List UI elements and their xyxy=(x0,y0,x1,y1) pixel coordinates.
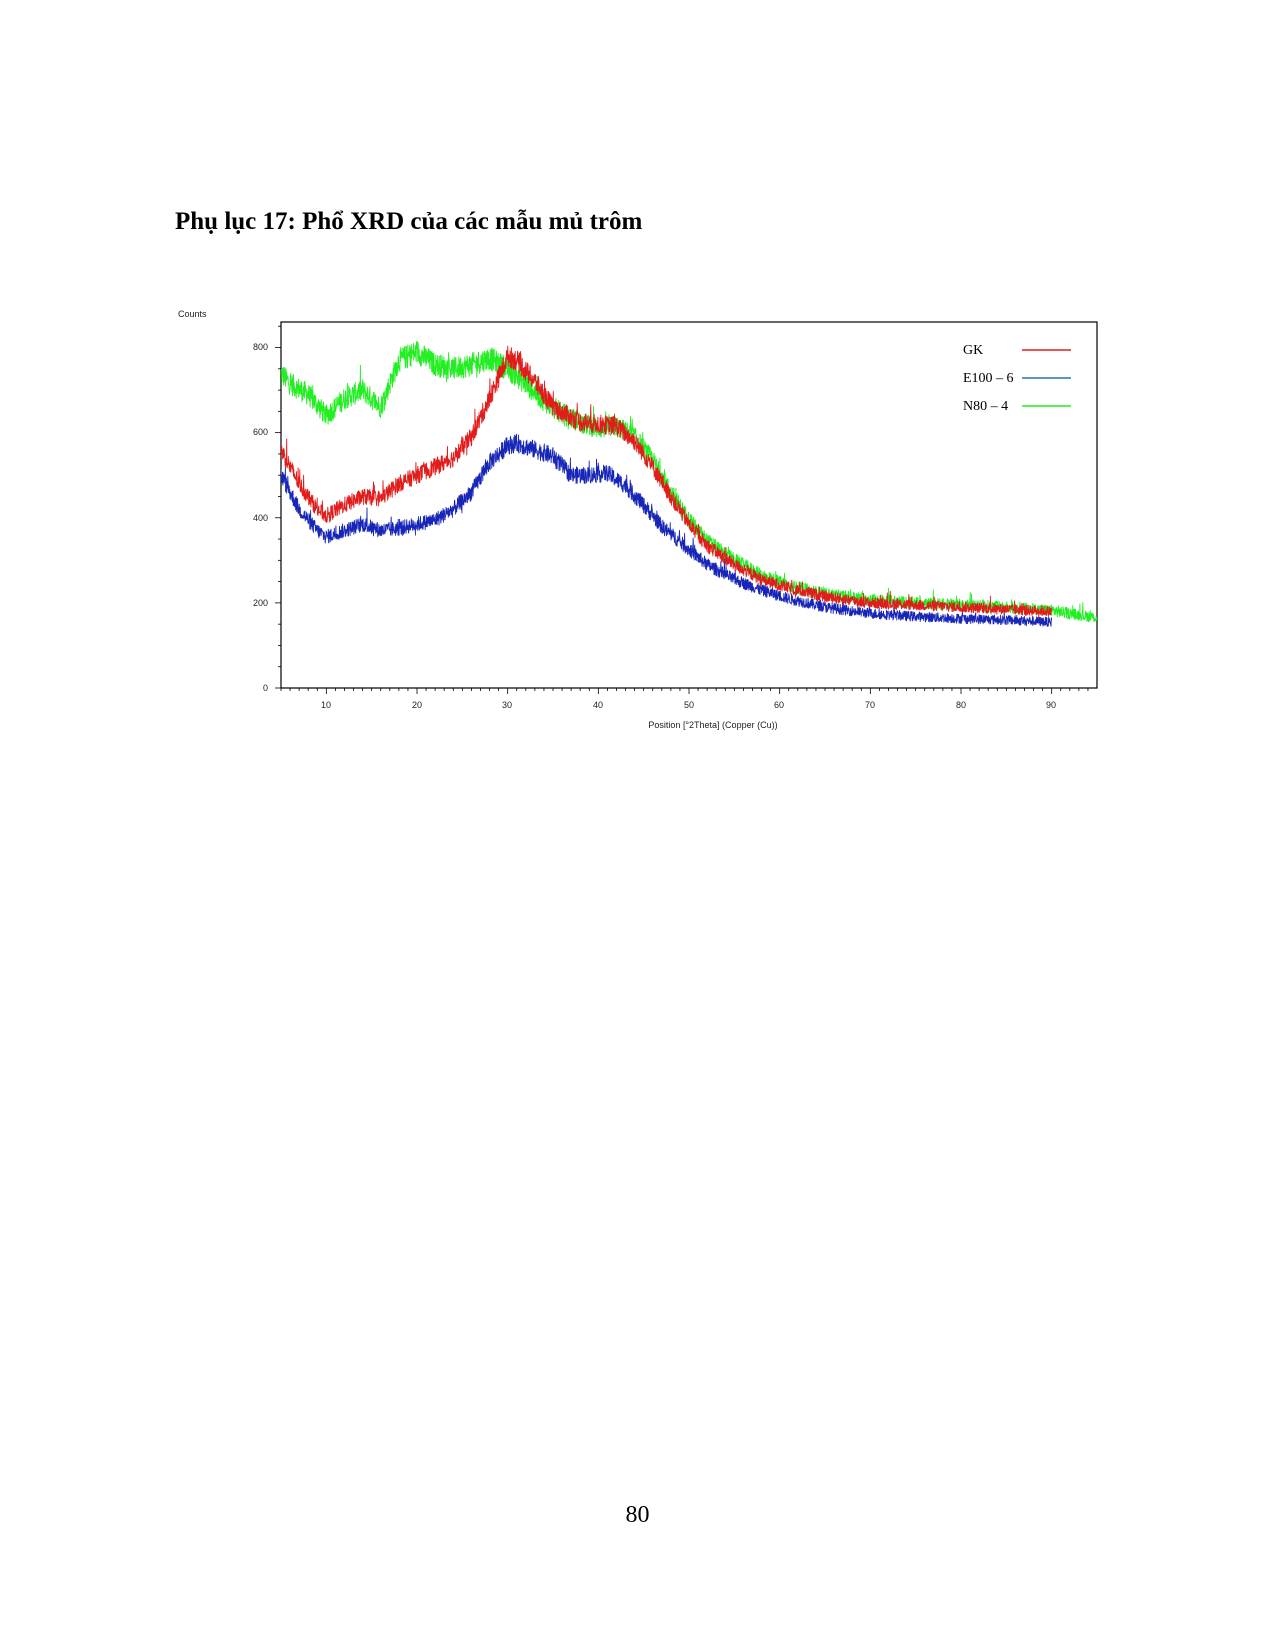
x-tick-label-20: 20 xyxy=(412,700,422,710)
x-tick-label-40: 40 xyxy=(593,700,603,710)
x-tick-label-70: 70 xyxy=(865,700,875,710)
xrd-chart: Counts Position [°2Theta] (Copper (Cu)) … xyxy=(178,309,1098,730)
x-tick-label-10: 10 xyxy=(321,700,331,710)
x-tick-label-60: 60 xyxy=(774,700,784,710)
y-tick-label-800: 800 xyxy=(253,342,268,352)
legend-label-n80-4: N80 – 4 xyxy=(963,399,1008,414)
series-layer xyxy=(281,340,1097,628)
legend: GK E100 – 6 N80 – 4 xyxy=(963,343,1071,414)
legend-label-gk: GK xyxy=(963,343,983,358)
y-tick-label-200: 200 xyxy=(253,598,268,608)
series-line-gk xyxy=(281,345,1053,619)
y-tick-label-0: 0 xyxy=(263,683,268,693)
y-tick-label-600: 600 xyxy=(253,427,268,437)
axis-ticks xyxy=(275,325,1089,694)
y-axis-label: Counts xyxy=(178,309,207,319)
plot-area xyxy=(280,321,1098,689)
x-axis-label: Position [°2Theta] (Copper (Cu)) xyxy=(648,720,777,730)
x-tick-label-50: 50 xyxy=(684,700,694,710)
legend-label-e100-6: E100 – 6 xyxy=(963,371,1014,386)
x-tick-label-30: 30 xyxy=(502,700,512,710)
y-tick-label-400: 400 xyxy=(253,513,268,523)
x-tick-label-90: 90 xyxy=(1046,700,1056,710)
x-tick-label-80: 80 xyxy=(956,700,966,710)
series-line-e100-6 xyxy=(281,433,1053,628)
page-heading: Phụ lục 17: Phổ XRD của các mẫu mủ trôm xyxy=(175,208,643,235)
page-number: 80 xyxy=(625,1502,650,1528)
